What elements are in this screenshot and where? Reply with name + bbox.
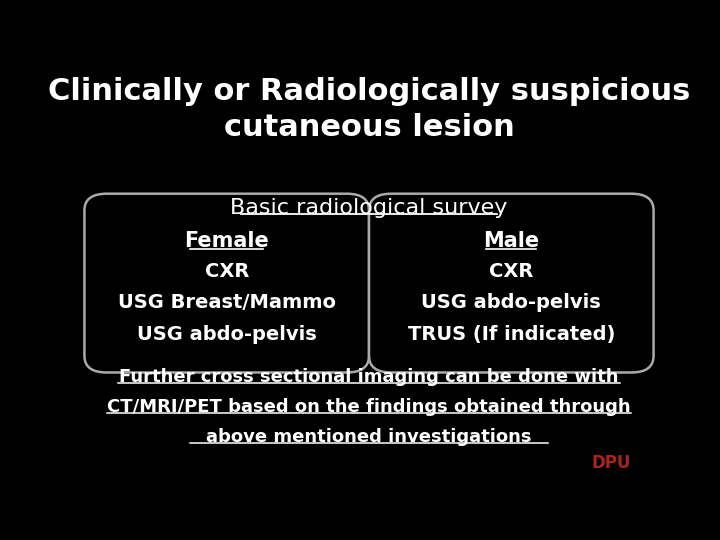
Text: Male: Male [483, 231, 539, 251]
Text: CT/MRI/PET based on the findings obtained through: CT/MRI/PET based on the findings obtaine… [107, 399, 631, 416]
Text: CXR: CXR [489, 262, 534, 281]
Text: Clinically or Radiologically suspicious
cutaneous lesion: Clinically or Radiologically suspicious … [48, 77, 690, 142]
Text: DPU: DPU [592, 454, 631, 472]
Text: USG abdo-pelvis: USG abdo-pelvis [137, 325, 317, 343]
Text: CXR: CXR [204, 262, 249, 281]
FancyBboxPatch shape [369, 194, 654, 373]
Text: Further cross sectional imaging can be done with: Further cross sectional imaging can be d… [120, 368, 618, 386]
Text: above mentioned investigations: above mentioned investigations [206, 428, 532, 446]
FancyBboxPatch shape [84, 194, 369, 373]
Text: USG Breast/Mammo: USG Breast/Mammo [117, 294, 336, 313]
Text: TRUS (If indicated): TRUS (If indicated) [408, 325, 615, 343]
Text: USG abdo-pelvis: USG abdo-pelvis [421, 294, 601, 313]
Text: Basic radiological survey: Basic radiological survey [230, 198, 508, 218]
Text: Female: Female [184, 231, 269, 251]
